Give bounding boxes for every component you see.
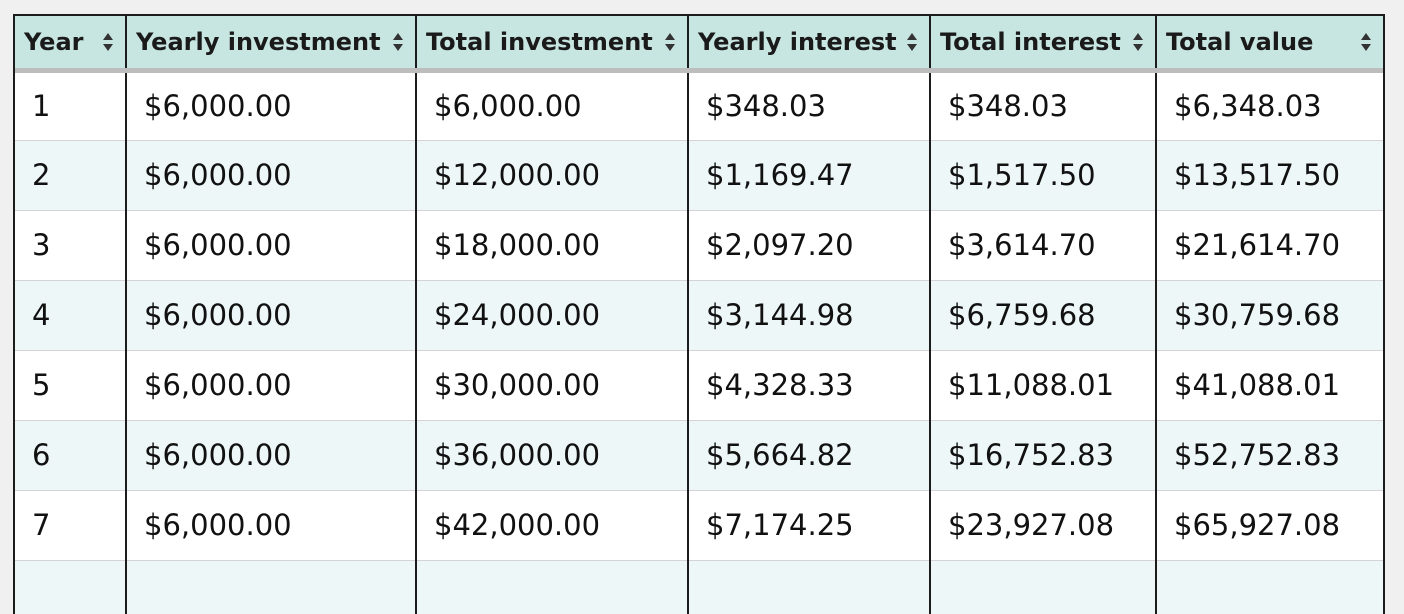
table-cell-total-interest: $3,614.70 bbox=[930, 210, 1157, 281]
table-cell-yearly-investment: $6,000.00 bbox=[126, 350, 417, 421]
column-header-label: Yearly investment bbox=[136, 27, 381, 56]
table-cell-total-value: $21,614.70 bbox=[1156, 210, 1383, 281]
table-cell-yearly-investment: $6,000.00 bbox=[126, 140, 417, 211]
investment-table-container: Year Yearly investment Total investment Yea… bbox=[13, 14, 1385, 614]
table-cell-year bbox=[15, 560, 127, 614]
table-row: 3 $6,000.00 $18,000.00 $2,097.20 $3,614.70 $2… bbox=[15, 210, 1383, 281]
table-cell-year: 3 bbox=[15, 210, 127, 281]
column-header-total-interest[interactable]: Total interest bbox=[930, 16, 1157, 73]
table-cell-yearly-interest: $2,097.20 bbox=[688, 210, 931, 281]
table-row bbox=[15, 560, 1383, 614]
table-cell-yearly-investment: $6,000.00 bbox=[126, 490, 417, 561]
column-header-total-value[interactable]: Total value bbox=[1156, 16, 1383, 73]
table-cell-total-investment: $30,000.00 bbox=[416, 350, 689, 421]
table-cell-total-value bbox=[1156, 560, 1383, 614]
table-cell-yearly-interest: $5,664.82 bbox=[688, 420, 931, 491]
table-row: 2 $6,000.00 $12,000.00 $1,169.47 $1,517.50 $1… bbox=[15, 140, 1383, 211]
column-header-label: Yearly interest bbox=[698, 27, 897, 56]
table-cell-total-interest: $348.03 bbox=[930, 70, 1157, 141]
table-cell-total-value: $41,088.01 bbox=[1156, 350, 1383, 421]
table-cell-yearly-interest: $7,174.25 bbox=[688, 490, 931, 561]
column-header-label: Total investment bbox=[426, 27, 653, 56]
table-body: 1 $6,000.00 $6,000.00 $348.03 $348.03 $6,348.… bbox=[15, 70, 1383, 614]
table-cell-year: 4 bbox=[15, 280, 127, 351]
table-cell-total-investment: $36,000.00 bbox=[416, 420, 689, 491]
table-cell-yearly-investment: $6,000.00 bbox=[126, 420, 417, 491]
table-cell-total-interest: $1,517.50 bbox=[930, 140, 1157, 211]
table-cell-year: 6 bbox=[15, 420, 127, 491]
table-cell-total-value: $30,759.68 bbox=[1156, 280, 1383, 351]
sort-up-down-icon[interactable] bbox=[905, 32, 919, 52]
table-cell-total-investment: $18,000.00 bbox=[416, 210, 689, 281]
column-header-yearly-investment[interactable]: Yearly investment bbox=[126, 16, 417, 73]
table-cell-year: 5 bbox=[15, 350, 127, 421]
table-header-row: Year Yearly investment Total investment Yea… bbox=[15, 16, 1383, 73]
table-row: 1 $6,000.00 $6,000.00 $348.03 $348.03 $6,348.… bbox=[15, 70, 1383, 141]
table-cell-yearly-interest: $4,328.33 bbox=[688, 350, 931, 421]
table-cell-year: 1 bbox=[15, 70, 127, 141]
column-header-label: Total interest bbox=[940, 27, 1121, 56]
column-header-label: Total value bbox=[1166, 27, 1314, 56]
investment-growth-table: Year Yearly investment Total investment Yea… bbox=[15, 16, 1383, 614]
column-header-label: Year bbox=[24, 27, 84, 56]
table-cell-year: 7 bbox=[15, 490, 127, 561]
table-cell-total-value: $52,752.83 bbox=[1156, 420, 1383, 491]
table-cell-yearly-investment: $6,000.00 bbox=[126, 70, 417, 141]
table-row: 5 $6,000.00 $30,000.00 $4,328.33 $11,088.01 $… bbox=[15, 350, 1383, 421]
table-cell-yearly-investment: $6,000.00 bbox=[126, 210, 417, 281]
sort-up-down-icon[interactable] bbox=[391, 32, 405, 52]
table-cell-total-investment: $12,000.00 bbox=[416, 140, 689, 211]
sort-up-down-icon[interactable] bbox=[1359, 32, 1373, 52]
table-cell-total-investment bbox=[416, 560, 689, 614]
table-cell-total-interest: $11,088.01 bbox=[930, 350, 1157, 421]
table-cell-total-value: $13,517.50 bbox=[1156, 140, 1383, 211]
column-header-inner: Total investment bbox=[426, 28, 679, 56]
table-cell-total-interest: $6,759.68 bbox=[930, 280, 1157, 351]
table-cell-total-investment: $6,000.00 bbox=[416, 70, 689, 141]
table-cell-yearly-interest bbox=[688, 560, 931, 614]
column-header-inner: Yearly interest bbox=[698, 28, 921, 56]
table-cell-yearly-interest: $3,144.98 bbox=[688, 280, 931, 351]
table-cell-yearly-investment bbox=[126, 560, 417, 614]
column-header-inner: Total value bbox=[1166, 28, 1375, 56]
column-header-inner: Total interest bbox=[940, 28, 1147, 56]
column-header-inner: Year bbox=[24, 28, 117, 56]
table-cell-yearly-interest: $348.03 bbox=[688, 70, 931, 141]
table-cell-yearly-interest: $1,169.47 bbox=[688, 140, 931, 211]
sort-up-down-icon[interactable] bbox=[101, 32, 115, 52]
column-header-yearly-interest[interactable]: Yearly interest bbox=[688, 16, 931, 73]
table-cell-yearly-investment: $6,000.00 bbox=[126, 280, 417, 351]
table-cell-total-interest bbox=[930, 560, 1157, 614]
table-cell-year: 2 bbox=[15, 140, 127, 211]
table-row: 6 $6,000.00 $36,000.00 $5,664.82 $16,752.83 $… bbox=[15, 420, 1383, 491]
sort-up-down-icon[interactable] bbox=[663, 32, 677, 52]
table-cell-total-investment: $24,000.00 bbox=[416, 280, 689, 351]
sort-up-down-icon[interactable] bbox=[1131, 32, 1145, 52]
column-header-inner: Yearly investment bbox=[136, 28, 407, 56]
table-cell-total-value: $65,927.08 bbox=[1156, 490, 1383, 561]
table-cell-total-value: $6,348.03 bbox=[1156, 70, 1383, 141]
table-cell-total-investment: $42,000.00 bbox=[416, 490, 689, 561]
table-cell-total-interest: $16,752.83 bbox=[930, 420, 1157, 491]
column-header-total-investment[interactable]: Total investment bbox=[416, 16, 689, 73]
table-cell-total-interest: $23,927.08 bbox=[930, 490, 1157, 561]
column-header-year[interactable]: Year bbox=[15, 16, 127, 73]
table-row: 4 $6,000.00 $24,000.00 $3,144.98 $6,759.68 $3… bbox=[15, 280, 1383, 351]
table-row: 7 $6,000.00 $42,000.00 $7,174.25 $23,927.08 $… bbox=[15, 490, 1383, 561]
